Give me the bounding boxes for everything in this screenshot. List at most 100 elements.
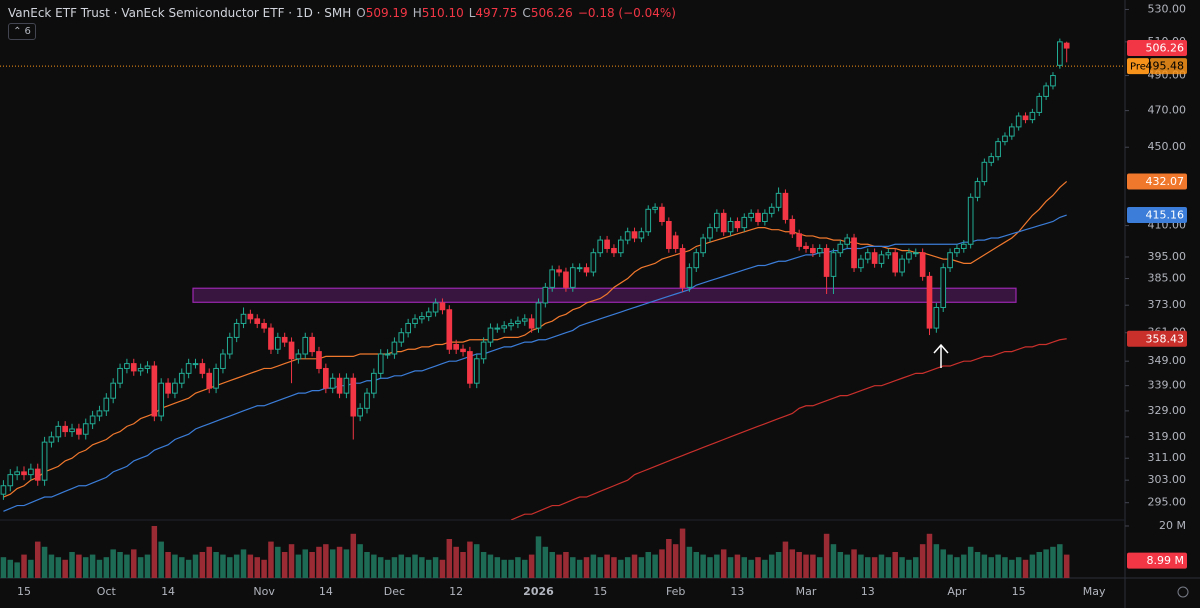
volume-bar: [1036, 551, 1042, 578]
candle-body: [960, 243, 967, 249]
volume-bar: [988, 557, 994, 578]
volume-bar: [913, 557, 919, 578]
volume-bar: [1009, 559, 1015, 578]
y-tick-label: 470.00: [1148, 104, 1187, 117]
indicator-count: 6: [24, 26, 31, 37]
candle-body: [316, 351, 322, 369]
volume-bar: [206, 546, 212, 578]
volume-bar: [240, 549, 247, 578]
volume-bar: [981, 554, 988, 578]
premarket-tag-box: [1127, 58, 1149, 75]
volume-bar: [131, 549, 137, 578]
arrow-annotation: [933, 343, 949, 368]
volume-bar: [796, 551, 802, 578]
candle-body: [460, 348, 466, 353]
volume-bar: [69, 551, 75, 578]
volume-bar: [254, 557, 260, 578]
volume-bar: [432, 557, 439, 578]
candle-body: [816, 247, 823, 254]
volume-bar: [288, 544, 295, 578]
premarket-value-box: [1150, 58, 1187, 75]
ohlc-key: H: [412, 6, 422, 20]
candle-body: [556, 269, 562, 273]
volume-bar: [535, 536, 542, 578]
candle-body: [672, 235, 679, 249]
candle-body: [206, 372, 213, 389]
y-tick-label: 349.00: [1148, 354, 1187, 367]
candle-body: [508, 322, 514, 327]
candle-body: [1002, 135, 1008, 143]
candle-body: [439, 302, 446, 311]
candle-body: [69, 428, 75, 433]
volume-bar: [220, 554, 226, 578]
price-change: −0.18 (−0.04%): [577, 6, 676, 20]
volume-bar: [919, 544, 926, 578]
candle-body: [796, 233, 802, 247]
y-tick-label: 319.00: [1148, 430, 1187, 443]
candle-body: [981, 161, 988, 183]
candle-body: [720, 212, 727, 233]
volume-bar: [158, 541, 164, 578]
candle-body: [837, 243, 844, 254]
candle-body: [851, 237, 857, 269]
ohlc-value: 509.19: [365, 6, 408, 20]
volume-bar: [1043, 549, 1049, 578]
candle-body: [686, 267, 693, 288]
volume-bar: [871, 557, 878, 578]
volume-bar: [28, 559, 34, 578]
volume-bar: [789, 549, 796, 578]
volume-bar: [398, 554, 405, 578]
candle-body: [487, 327, 494, 343]
volume-bar: [89, 554, 96, 578]
candle-body: [96, 410, 103, 417]
candle-body: [34, 468, 41, 481]
candle-body: [274, 336, 281, 350]
volume-pane: [0, 525, 1070, 578]
candle-body: [384, 353, 391, 356]
volume-bar: [830, 544, 837, 578]
candle-body: [425, 311, 432, 318]
volume-bar: [563, 551, 569, 578]
ohlc-value: 510.10: [421, 6, 464, 20]
volume-bar: [762, 559, 768, 578]
settings-icon[interactable]: [1177, 586, 1189, 598]
volume-bar: [48, 554, 55, 578]
candle-body: [604, 239, 610, 249]
candle-body: [412, 318, 418, 324]
volume-bar: [775, 551, 782, 578]
indicators-toggle[interactable]: ⌃ 6: [8, 23, 36, 40]
candle-body: [21, 471, 27, 476]
candle-body: [199, 363, 206, 374]
y-tick-label: 329.00: [1148, 404, 1187, 417]
volume-bar: [391, 557, 398, 578]
volume-bar: [192, 554, 199, 578]
volume-bar: [185, 559, 192, 578]
x-tick-label: 15: [1012, 585, 1026, 598]
volume-bar: [652, 554, 658, 578]
candle-body: [323, 367, 329, 389]
y-tick-label: 303.00: [1148, 473, 1187, 486]
candle-body: [82, 423, 89, 435]
candle-body: [858, 258, 864, 269]
candle-body: [830, 252, 837, 277]
premarket-value: 495.48: [1146, 60, 1185, 73]
candle-body: [419, 316, 425, 320]
candle-body: [151, 365, 158, 417]
candle-body: [398, 332, 405, 343]
candle-body: [782, 192, 789, 220]
volume-bar: [41, 546, 48, 578]
candle-body: [48, 436, 55, 443]
volume-bar: [34, 541, 41, 578]
header: VanEck ETF Trust · VanEck Semiconductor …: [8, 6, 676, 20]
volume-bar: [384, 559, 391, 578]
candle-body: [803, 245, 809, 249]
candle-body: [844, 237, 851, 245]
volume-bar: [515, 557, 521, 578]
candle-body: [906, 252, 912, 260]
candle-body: [693, 252, 700, 269]
candle-body: [789, 218, 796, 235]
x-tick-label: 15: [593, 585, 607, 598]
candle-body: [178, 372, 185, 384]
candle-body: [350, 377, 357, 417]
